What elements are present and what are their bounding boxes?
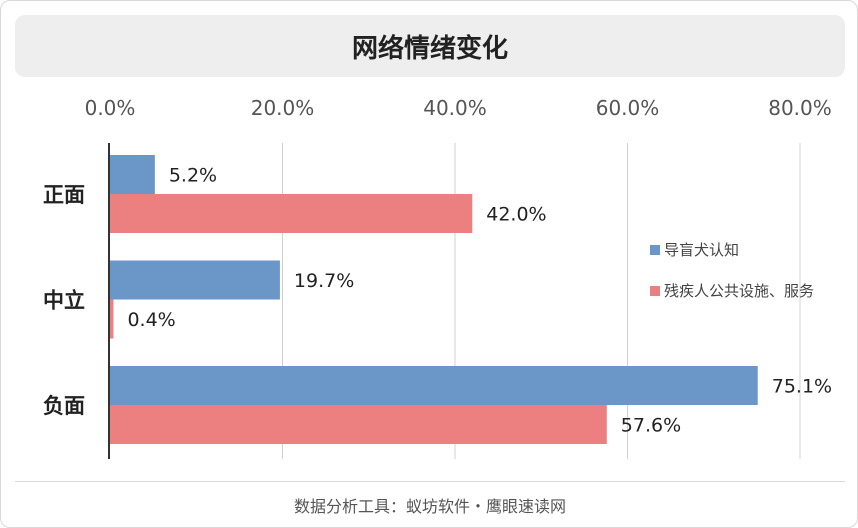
bar [110, 155, 155, 194]
bar [110, 194, 473, 233]
legend-label: 导盲犬认知 [664, 241, 739, 259]
data-label: 57.6% [621, 415, 681, 437]
data-label: 5.2% [169, 165, 217, 187]
category-label: 负面 [43, 394, 85, 418]
bar [110, 299, 114, 339]
legend-swatch [650, 245, 660, 255]
footer-source: 数据分析工具：蚁坊软件・鹰眼速读网 [293, 497, 566, 516]
bar [110, 366, 758, 405]
legend-label: 残疾人公共设施、服务 [664, 282, 814, 300]
category-label: 中立 [43, 289, 85, 313]
x-tick-label: 20.0% [251, 96, 315, 120]
bar [110, 405, 607, 444]
category-label: 正面 [43, 183, 85, 207]
data-label: 75.1% [772, 376, 832, 398]
legend-swatch [650, 286, 660, 296]
x-tick-label: 60.0% [596, 96, 660, 120]
data-label: 42.0% [486, 204, 546, 226]
data-label: 19.7% [294, 270, 354, 292]
x-tick-label: 0.0% [85, 96, 136, 120]
footer-divider [15, 481, 845, 482]
data-label: 0.4% [127, 309, 175, 331]
chart-title: 网络情绪变化 [351, 33, 508, 64]
x-tick-label: 40.0% [423, 96, 487, 120]
x-tick-label: 80.0% [768, 96, 832, 120]
title-bar: 网络情绪变化 [15, 15, 845, 77]
bar [110, 260, 280, 300]
